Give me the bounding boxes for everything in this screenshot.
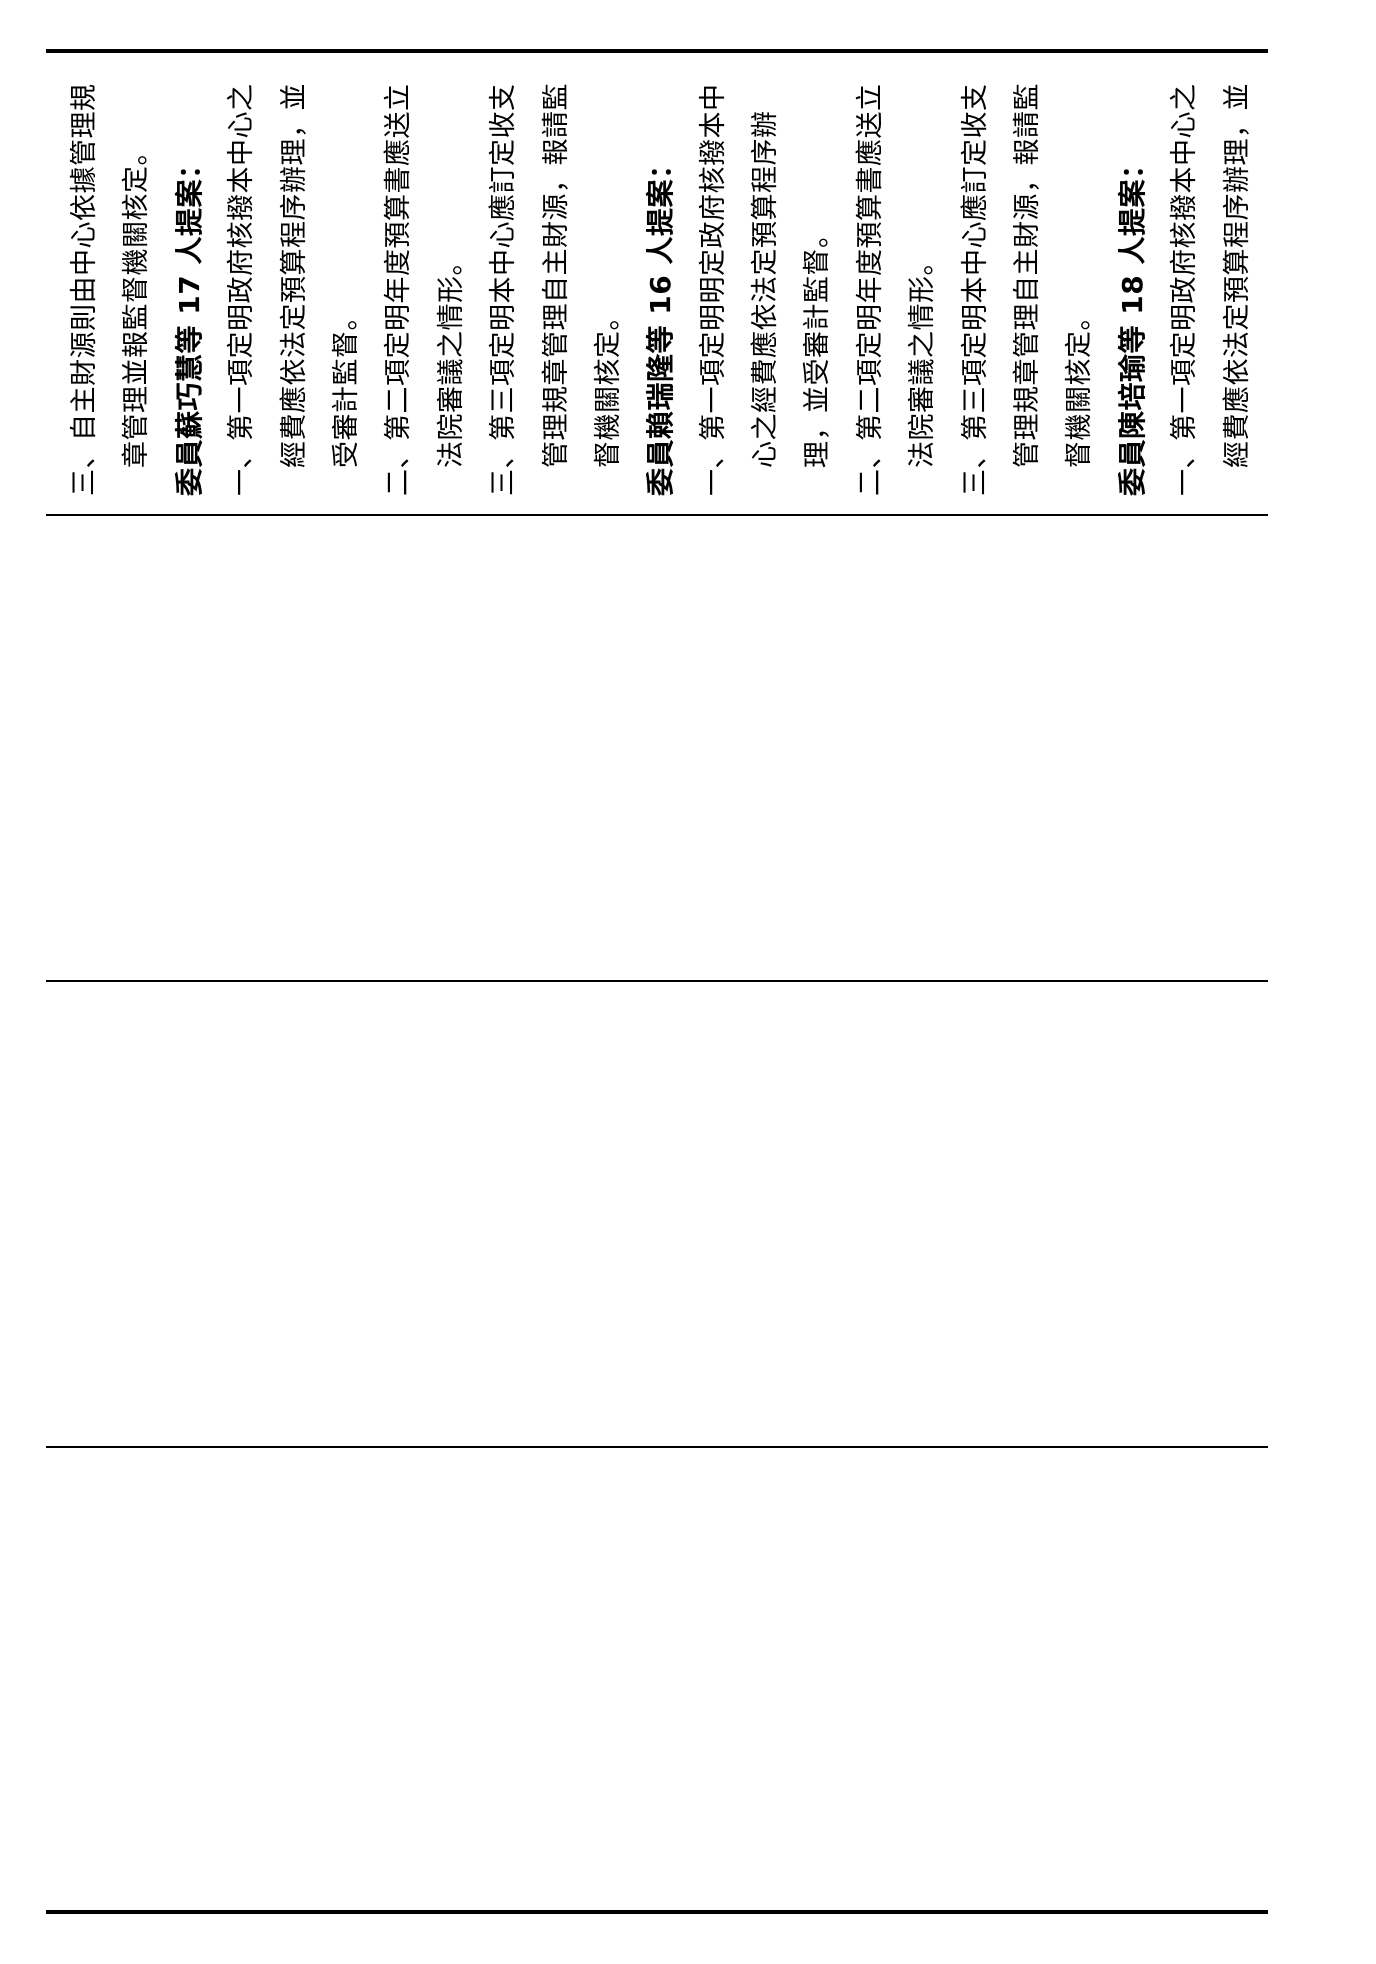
proposal-heading: 委員蘇巧慧等 17 人提案： [172, 150, 206, 496]
text-line: 一、第一項定明明定政府核撥本中 [697, 83, 729, 497]
text-line: 一、第一項定明政府核撥本中心之 [226, 83, 258, 497]
proposal-heading: 委員陳培瑜等 18 人提案： [1115, 150, 1149, 496]
text-line: 督機關核定。 [592, 303, 624, 468]
text-line: 二、第二項定明年度預算書應送立 [854, 83, 886, 497]
text-line: 經費應依法定預算程序辦理，並 [278, 83, 310, 468]
proposal-heading: 委員賴瑞隆等 16 人提案： [644, 150, 678, 496]
table-top-border [46, 49, 1268, 53]
text-line: 二、第二項定明年度預算書應送立 [383, 83, 415, 497]
table-bottom-border [46, 1910, 1268, 1914]
rotated-text-cell: 三、自主財源則由中心依據管理規 章管理並報監督機關核定。 委員蘇巧慧等 17 人提案… [59, 56, 1264, 496]
text-line: 受審計監督。 [330, 303, 362, 468]
row-divider [46, 1446, 1268, 1448]
text-line: 經費應依法定預算程序辦理，並 [1221, 83, 1253, 468]
text-line: 法院審議之情形。 [907, 248, 939, 468]
text-line: 三、第三項定明本中心應訂定收支 [488, 83, 520, 497]
text-line: 法院審議之情形。 [435, 248, 467, 468]
text-line: 章管理並報監督機關核定。 [121, 138, 153, 468]
text-line: 三、第三項定明本中心應訂定收支 [959, 83, 991, 497]
text-line: 理，並受審計監督。 [802, 220, 834, 469]
text-line: 三、自主財源則由中心依據管理規 [69, 83, 100, 497]
row-divider [46, 980, 1268, 982]
text-line: 管理規章管理自主財源，報請監 [540, 83, 572, 468]
text-line: 管理規章管理自主財源，報請監 [1012, 83, 1044, 468]
row-divider [46, 514, 1268, 516]
text-line: 一、第一項定明政府核撥本中心之 [1169, 83, 1201, 497]
text-line: 督機關核定。 [1064, 303, 1096, 468]
text-line: 心之經費應依法定預算程序辦 [750, 110, 782, 469]
